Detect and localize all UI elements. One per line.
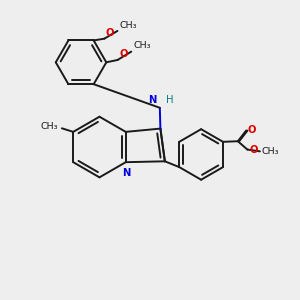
Text: CH₃: CH₃: [262, 147, 279, 156]
Text: CH₃: CH₃: [119, 21, 137, 30]
Text: H: H: [166, 95, 174, 105]
Text: O: O: [248, 125, 256, 135]
Text: CH₃: CH₃: [40, 122, 58, 131]
Text: N: N: [148, 95, 157, 105]
Text: CH₃: CH₃: [133, 41, 151, 50]
Text: N: N: [122, 167, 130, 178]
Text: O: O: [119, 49, 128, 59]
Text: O: O: [106, 28, 114, 38]
Text: O: O: [249, 145, 258, 155]
